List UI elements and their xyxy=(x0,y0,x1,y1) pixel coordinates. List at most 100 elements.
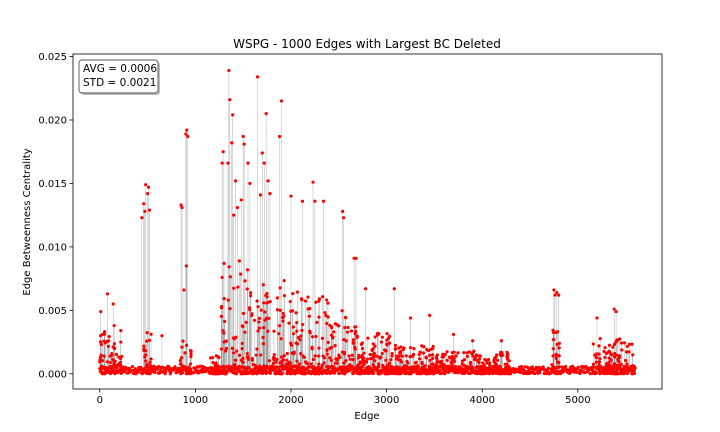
data-point xyxy=(322,361,326,365)
data-point xyxy=(603,370,607,374)
data-point xyxy=(313,199,317,203)
data-point xyxy=(385,338,389,342)
data-point xyxy=(550,363,554,367)
data-point xyxy=(358,360,362,364)
data-point xyxy=(183,351,187,355)
data-point xyxy=(354,256,358,260)
data-point xyxy=(549,371,553,375)
data-point xyxy=(466,371,471,375)
data-point xyxy=(304,360,308,364)
data-point xyxy=(257,316,261,320)
data-point xyxy=(145,191,150,196)
data-point xyxy=(418,350,422,354)
data-point xyxy=(426,369,430,373)
data-point xyxy=(364,368,368,372)
data-point xyxy=(611,366,615,370)
data-point xyxy=(148,363,152,368)
data-point xyxy=(103,372,107,376)
data-point xyxy=(222,261,226,265)
data-point xyxy=(344,359,348,363)
data-point xyxy=(328,370,333,374)
data-point xyxy=(345,367,349,372)
data-point xyxy=(111,345,115,349)
data-point xyxy=(400,360,404,364)
data-point xyxy=(178,362,183,366)
data-point xyxy=(244,320,248,324)
data-point xyxy=(287,371,291,375)
data-point xyxy=(292,370,296,374)
data-point xyxy=(258,193,263,197)
data-point xyxy=(296,336,301,340)
data-point xyxy=(603,355,607,360)
data-point xyxy=(597,352,601,356)
data-point xyxy=(554,353,559,358)
data-point xyxy=(231,113,235,117)
data-point xyxy=(184,343,189,347)
data-point xyxy=(557,293,561,297)
data-point xyxy=(384,371,388,376)
y-tick-label: 0.005 xyxy=(38,306,67,317)
data-point xyxy=(265,370,269,374)
data-point xyxy=(250,358,255,362)
data-point xyxy=(366,365,370,369)
data-point xyxy=(262,364,266,368)
data-point xyxy=(249,291,253,295)
data-point xyxy=(238,272,243,276)
data-point xyxy=(556,371,561,375)
data-point xyxy=(325,321,329,326)
data-point xyxy=(296,364,301,368)
data-point xyxy=(230,346,234,351)
data-point xyxy=(381,365,385,370)
data-point xyxy=(245,367,249,371)
data-point xyxy=(259,308,263,312)
data-point xyxy=(147,366,151,370)
data-point xyxy=(114,364,118,368)
data-point xyxy=(296,371,300,375)
data-point xyxy=(232,286,236,290)
data-point xyxy=(302,355,306,359)
data-point xyxy=(255,347,259,351)
data-point xyxy=(452,350,456,354)
data-point xyxy=(428,358,432,362)
data-point xyxy=(279,337,283,341)
data-point xyxy=(240,324,244,328)
data-point xyxy=(144,183,148,187)
data-point xyxy=(438,371,442,375)
data-point xyxy=(427,372,431,376)
data-point xyxy=(393,347,398,351)
data-point xyxy=(282,294,286,298)
data-point xyxy=(602,349,606,354)
data-point xyxy=(555,330,560,334)
data-point xyxy=(473,355,477,360)
y-tick-label: 0.025 xyxy=(38,52,67,63)
data-point xyxy=(275,296,279,300)
data-point xyxy=(348,367,353,372)
data-point xyxy=(142,202,146,206)
data-point xyxy=(375,354,379,358)
data-point xyxy=(294,311,298,315)
data-point xyxy=(339,365,343,369)
data-point xyxy=(614,309,618,314)
data-point xyxy=(179,356,184,360)
data-point xyxy=(380,335,384,339)
data-point xyxy=(242,142,246,146)
data-point xyxy=(286,363,290,367)
data-point xyxy=(625,365,630,369)
data-point xyxy=(251,372,255,376)
data-point xyxy=(328,356,332,360)
data-point xyxy=(262,161,266,165)
data-point xyxy=(234,335,238,339)
data-point xyxy=(495,358,500,362)
data-point xyxy=(266,329,270,333)
data-point xyxy=(267,359,271,363)
data-point xyxy=(340,368,344,372)
data-point xyxy=(227,68,231,73)
data-point xyxy=(325,348,329,352)
data-point xyxy=(108,365,112,369)
data-point xyxy=(627,350,631,354)
data-point xyxy=(332,330,336,334)
data-point xyxy=(291,292,295,296)
data-point xyxy=(477,361,481,365)
data-point xyxy=(298,362,302,366)
